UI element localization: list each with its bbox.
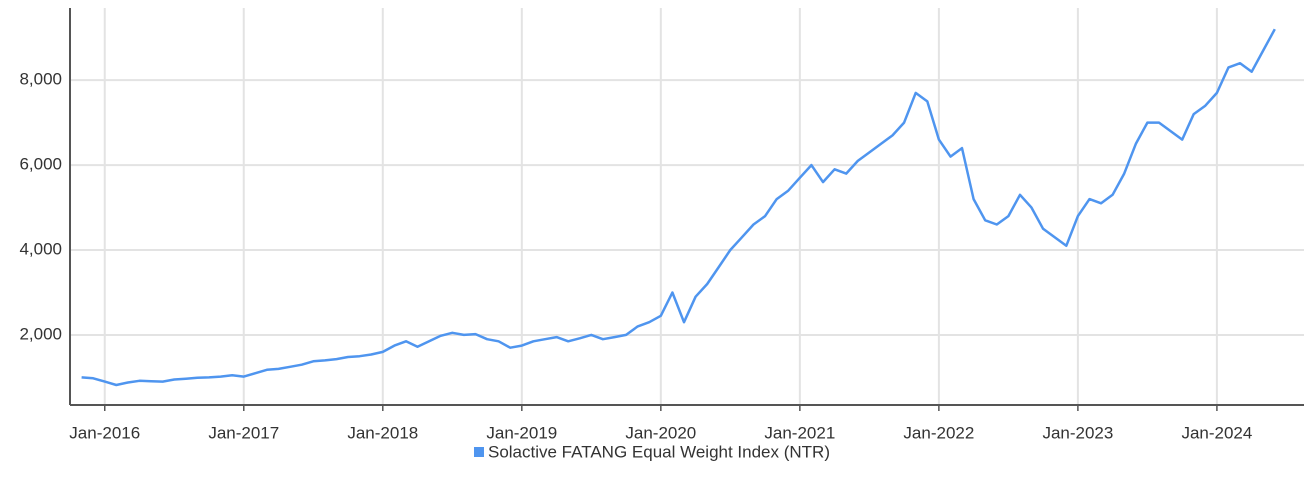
y-tick-label: 2,000 <box>19 324 62 343</box>
x-tick-label: Jan-2018 <box>347 423 418 442</box>
x-tick-label: Jan-2017 <box>208 423 279 442</box>
legend-label: Solactive FATANG Equal Weight Index (NTR… <box>488 442 830 461</box>
x-tick-label: Jan-2021 <box>764 423 835 442</box>
x-tick-label: Jan-2022 <box>903 423 974 442</box>
x-tick-label: Jan-2023 <box>1042 423 1113 442</box>
x-tick-label: Jan-2016 <box>69 423 140 442</box>
y-tick-label: 6,000 <box>19 155 62 174</box>
line <box>81 28 1276 387</box>
x-tick-label: Jan-2020 <box>625 423 696 442</box>
legend-swatch <box>473 447 484 457</box>
x-tick-label: Jan-2019 <box>486 423 557 442</box>
y-tick-label: 4,000 <box>19 240 62 259</box>
y-tick-label: 8,000 <box>19 70 62 89</box>
x-tick-label: Jan-2024 <box>1181 423 1252 442</box>
